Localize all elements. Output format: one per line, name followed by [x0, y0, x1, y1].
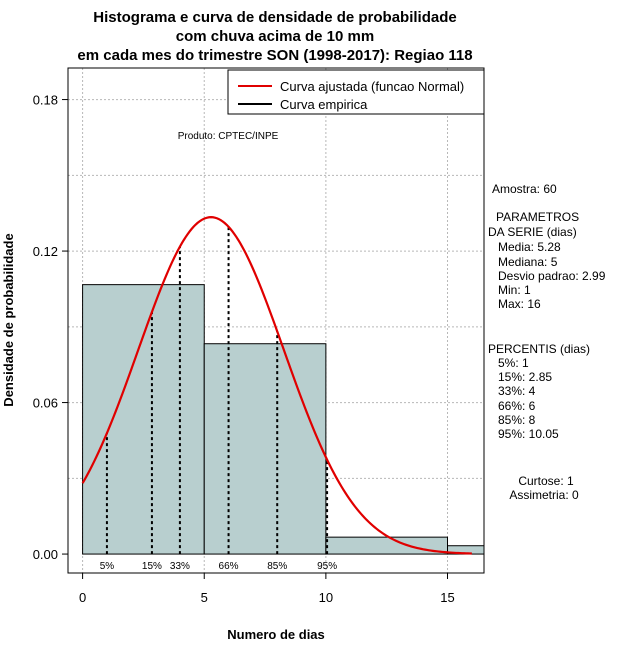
histogram-bar-0	[82, 284, 205, 555]
plot-frame	[67, 67, 485, 574]
percentile-label-5: 95%	[317, 561, 337, 572]
x-axis-title: Numero de dias	[227, 627, 325, 642]
x-tick-label-3: 15	[440, 590, 454, 605]
y-tick-label-1: 0.06	[33, 396, 58, 411]
percentile-lines	[105, 226, 329, 555]
histogram-bars	[82, 284, 485, 555]
percentil-33: 33%: 4	[498, 384, 536, 398]
params-title-2: DA SERIE (dias)	[488, 225, 577, 239]
side-panel: Amostra: 60 PARAMETROS DA SERIE (dias) M…	[488, 182, 606, 502]
x-axis: 0 5 10 15	[79, 573, 455, 605]
legend-box	[227, 69, 485, 115]
histogram-bar-2	[325, 536, 449, 555]
param-max: Max: 16	[498, 297, 541, 311]
histogram-bar-1	[203, 343, 327, 555]
legend-label-fitted: Curva ajustada (funcao Normal)	[280, 79, 464, 94]
y-tick-label-0: 0.00	[33, 547, 58, 562]
param-min: Min: 1	[498, 283, 531, 297]
percentil-85: 85%: 8	[498, 413, 536, 427]
params-title-1: PARAMETROS	[496, 210, 579, 224]
param-median: Mediana: 5	[498, 255, 558, 269]
y-axis: 0.00 0.06 0.12 0.18	[33, 93, 68, 562]
chart-title-line-1: Histograma e curva de densidade de proba…	[93, 9, 456, 26]
percentile-label-1: 15%	[142, 561, 162, 572]
percentile-label-2: 33%	[170, 561, 190, 572]
normal-curve-layer	[81, 216, 472, 555]
percentil-5: 5%: 1	[498, 356, 529, 370]
x-tick-label-1: 5	[201, 590, 208, 605]
percentile-label-3: 66%	[219, 561, 239, 572]
percentil-15: 15%: 2.85	[498, 370, 552, 384]
y-tick-label-3: 0.18	[33, 93, 58, 108]
percentil-95: 95%: 10.05	[498, 427, 559, 441]
product-annotation: Produto: CPTEC/INPE	[178, 131, 279, 142]
y-tick-label-2: 0.12	[33, 244, 58, 259]
param-mean: Media: 5.28	[498, 240, 561, 254]
sample-size: Amostra: 60	[492, 182, 557, 196]
x-tick-label-0: 0	[79, 590, 86, 605]
percentil-66: 66%: 6	[498, 399, 536, 413]
percentile-label-4: 85%	[267, 561, 287, 572]
legend-label-empirical: Curva empirica	[280, 97, 368, 112]
chart-title-line-2: com chuva acima de 10 mm	[176, 28, 374, 45]
percentis-title: PERCENTIS (dias)	[488, 342, 590, 356]
chart-title-line-3: em cada mes do trimestre SON (1998-2017)…	[77, 47, 472, 64]
x-tick-label-2: 10	[319, 590, 333, 605]
param-stddev: Desvio padrao: 2.99	[498, 269, 606, 283]
legend: Curva ajustada (funcao Normal) Curva emp…	[227, 69, 485, 115]
skewness: Assimetria: 0	[509, 488, 579, 502]
y-axis-title: Densidade de probabilidade	[1, 233, 16, 406]
percentile-labels: 5% 15% 33% 66% 85% 95%	[100, 561, 338, 572]
percentile-label-0: 5%	[100, 561, 115, 572]
normal-curve	[81, 216, 472, 555]
kurtosis: Curtose: 1	[518, 474, 574, 488]
